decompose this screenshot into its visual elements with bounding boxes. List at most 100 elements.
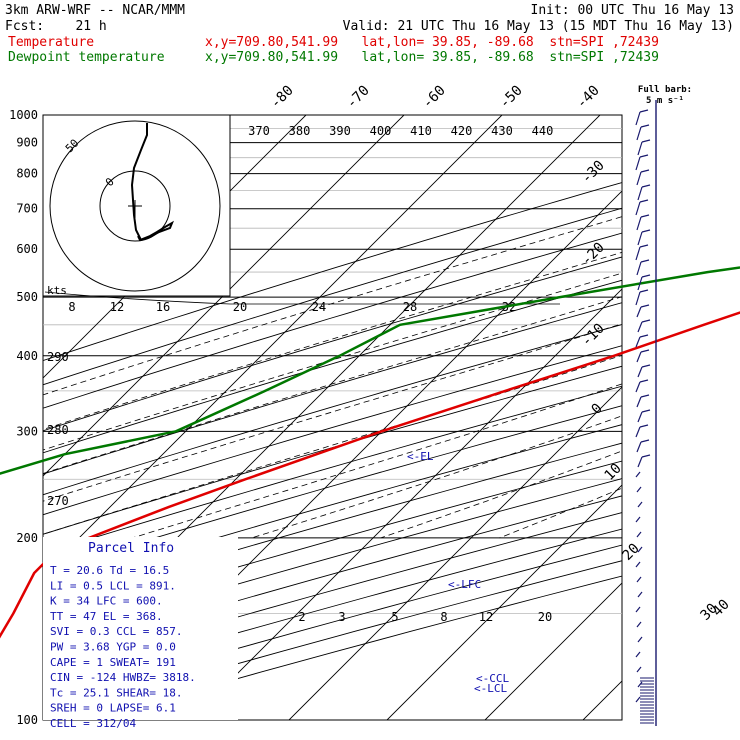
- parcel-info-row: SVI = 0.3 CCL = 857.: [50, 625, 182, 638]
- mixing-ratio-label: 2: [298, 610, 305, 624]
- parcel-info-title: Parcel Info: [88, 541, 174, 556]
- wind-barb-flag: [641, 454, 651, 458]
- mixing-ratio-label: 3: [338, 610, 345, 624]
- wind-barb: [635, 696, 641, 703]
- mixing-ratio-label: 8: [440, 610, 447, 624]
- isotherm-label: -30: [579, 158, 608, 187]
- hodograph-speed-unit: kts: [47, 284, 67, 297]
- lcl-marker: <-LCL: [474, 682, 507, 695]
- theta-label: 420: [451, 124, 473, 138]
- parcel-info-row: T = 20.6 Td = 16.5: [50, 564, 169, 577]
- moist-adiabat: [132, 383, 622, 539]
- dry-adiabat: [43, 365, 622, 535]
- wind-barb-flag: [639, 109, 649, 113]
- parcel-info-row: K = 34 LFC = 600.: [50, 595, 163, 608]
- wind-barb: [637, 501, 643, 508]
- ccl-marker: <-CCL: [476, 672, 509, 685]
- pressure-label: 800: [16, 167, 38, 181]
- isotherm-label: 0: [589, 401, 606, 418]
- wind-barb: [636, 351, 642, 363]
- theta-label: 380: [289, 124, 311, 138]
- wind-barb: [635, 156, 641, 171]
- dry-adiabat: [43, 405, 622, 573]
- wind-barb: [635, 381, 641, 393]
- dry-adiabat: [43, 256, 622, 432]
- hodograph: 500: [42, 114, 231, 297]
- pressure-label: 300: [16, 424, 38, 438]
- theta-label: 400: [370, 124, 392, 138]
- wind-barb: [637, 636, 643, 643]
- parcel-info-background: [43, 537, 238, 720]
- hodograph-trace: [130, 123, 174, 242]
- theta-side-label: 270: [47, 494, 69, 508]
- wind-barb: [637, 591, 643, 598]
- wind-barb: [635, 651, 641, 658]
- wind-barb: [637, 546, 643, 553]
- wind-barb: [635, 561, 641, 568]
- parcel-info-row: LI = 0.5 LCL = 891.: [50, 579, 176, 592]
- hodograph-speed-tick: 12: [110, 300, 124, 314]
- isotherm-label: -40: [574, 83, 603, 112]
- parcel-info-row: SREH = 0 LAPSE= 6.1: [50, 702, 176, 715]
- wind-barb-flag: [639, 334, 649, 338]
- wind-barb: [636, 396, 642, 408]
- wind-barb: [635, 516, 641, 523]
- wind-barb: [637, 411, 643, 423]
- wind-barb: [635, 471, 641, 478]
- theta-label: 390: [329, 124, 351, 138]
- barb-header: Full barb:: [638, 85, 692, 95]
- wind-barb-flag: [641, 274, 651, 278]
- isotherm-label: -70: [344, 83, 373, 112]
- parcel-info-box: Parcel Info T = 20.6 Td = 16.5 LI = 0.5 LC…: [43, 537, 238, 730]
- pressure-label: 500: [16, 290, 38, 304]
- pressure-label: 600: [16, 242, 38, 256]
- valid-time: Valid: 21 UTC Thu 16 May 13 (15 MDT Thu …: [342, 19, 734, 34]
- parcel-info-row: TT = 47 EL = 368.: [50, 610, 163, 623]
- sounding-profiles: [0, 266, 740, 639]
- theta-label: 370: [248, 124, 270, 138]
- wind-barb: [635, 201, 641, 216]
- isotherm-label: -80: [268, 83, 297, 112]
- wind-barb-flag: [640, 124, 650, 128]
- wind-barb: [636, 171, 642, 186]
- isotherm: [43, 115, 405, 477]
- hodograph-speed-tick: 8: [68, 300, 75, 314]
- wind-barb: [636, 666, 642, 673]
- isotherm: [288, 386, 622, 720]
- wind-barb-flag: [641, 229, 651, 233]
- isotherm: [190, 288, 622, 720]
- wind-barb: [637, 321, 643, 333]
- wind-barb-flag: [640, 214, 650, 218]
- pressure-label: 400: [16, 349, 38, 363]
- theta-label: 430: [491, 124, 513, 138]
- mixing-ratio-label: 12: [479, 610, 493, 624]
- wind-barb: [637, 276, 643, 291]
- dry-adiabat: [43, 442, 622, 608]
- parcel-info-row: PW = 3.68 YGP = 0.0: [50, 641, 176, 654]
- wind-barb: [637, 141, 643, 156]
- parcel-info-row: CIN = -124 HWBZ= 3818.: [50, 671, 196, 684]
- pressure-label: 700: [16, 202, 38, 216]
- pressure-label: 200: [16, 531, 38, 545]
- isotherm: [386, 484, 622, 720]
- wind-barb: [637, 456, 643, 468]
- hodograph-outer-ring: [49, 120, 221, 292]
- parcel-info-row: CELL = 312/04: [50, 717, 136, 730]
- parcel-info-row: CAPE = 1 SWEAT= 191: [50, 656, 176, 669]
- theta-side-label: 280: [47, 423, 69, 437]
- wind-barb-flag: [641, 364, 651, 368]
- wind-barb-flag: [639, 289, 649, 293]
- wind-barb-flag: [641, 409, 651, 413]
- moist-adiabat: [43, 272, 622, 451]
- mixing-ratio-label: 5: [391, 610, 398, 624]
- dry-adiabat: [43, 324, 622, 496]
- hodograph-speed-arc: [44, 291, 560, 305]
- dry-adiabat: [43, 182, 622, 362]
- wind-barb: [636, 261, 642, 276]
- clipped-grid: [43, 115, 622, 720]
- hodograph-speed-tick: 24: [312, 300, 326, 314]
- isotherm: [43, 115, 503, 575]
- wind-barb: [635, 336, 641, 348]
- wind-barb-flag: [639, 379, 649, 383]
